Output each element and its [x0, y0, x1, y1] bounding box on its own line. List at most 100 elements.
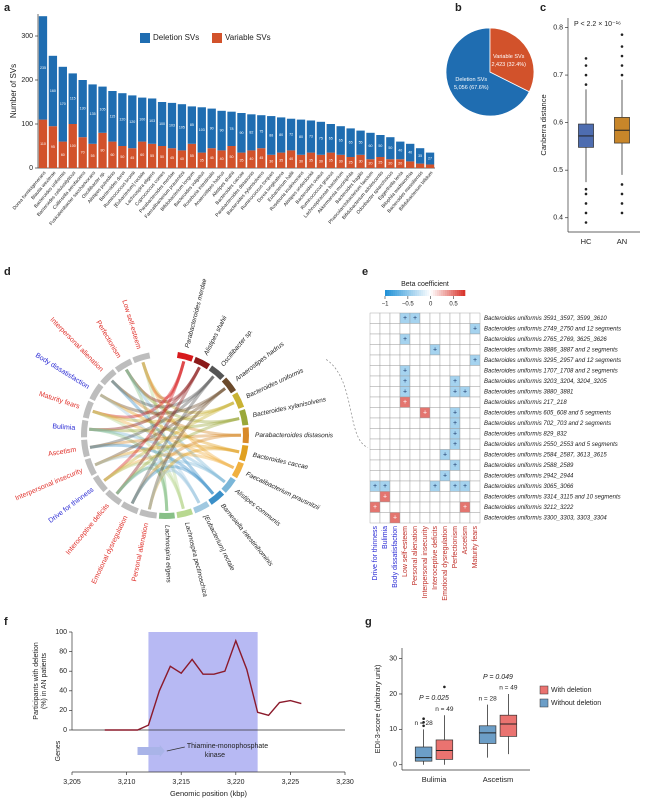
empty-cell — [419, 312, 431, 324]
bar-value-label: 20 — [388, 162, 392, 166]
colorbar-step — [435, 290, 438, 296]
empty-cell — [369, 491, 381, 503]
empty-cell — [419, 428, 431, 440]
empty-cell — [389, 333, 401, 345]
bar-value-label: 30 — [359, 159, 363, 163]
bar-segment — [177, 104, 187, 151]
empty-cell — [369, 354, 381, 366]
bar-segment — [276, 117, 286, 153]
y-tick-label: 10 — [389, 726, 397, 733]
trait-label: Drive for thinness — [48, 486, 96, 525]
empty-cell — [429, 428, 441, 440]
bar-value-label: 73 — [309, 134, 313, 138]
group-arc — [81, 439, 90, 458]
bar-value-label: 50 — [388, 146, 392, 150]
bar-segment — [386, 137, 395, 160]
empty-cell — [379, 470, 391, 482]
pie-slice — [489, 27, 535, 93]
empty-cell — [389, 470, 401, 482]
chord — [141, 361, 235, 415]
empty-cell — [389, 375, 401, 387]
flier — [620, 45, 624, 48]
row-label: Bacteroides uniformis 3212_3222 — [484, 505, 574, 511]
bar-value-label: 30 — [319, 159, 323, 163]
bar-segment — [286, 118, 296, 151]
y-tick-label: 60 — [59, 668, 67, 675]
empty-cell — [389, 438, 401, 450]
flier — [584, 187, 588, 191]
bar-segment — [48, 55, 58, 127]
bar-segment — [276, 152, 286, 168]
empty-cell — [469, 312, 481, 324]
empty-cell — [429, 417, 441, 429]
bar-value-label: 72 — [289, 133, 293, 137]
empty-cell — [459, 375, 471, 387]
bar-segment — [425, 164, 435, 168]
empty-cell — [459, 333, 471, 345]
bar-value-label: 82 — [249, 130, 253, 134]
bar-segment — [177, 150, 187, 168]
flier — [584, 57, 588, 60]
species-label: Oscillibacter sp. — [220, 328, 255, 368]
empty-cell — [379, 354, 391, 366]
bar-segment — [58, 66, 67, 142]
bar-value-label: 235 — [40, 66, 46, 70]
pie-slice — [445, 27, 530, 117]
bar-segment — [187, 143, 197, 168]
trait-label: Body dissatisfaction — [34, 352, 90, 391]
x-tick-label: 3,225 — [282, 779, 300, 786]
empty-cell — [469, 480, 481, 492]
bar-value-label: 75 — [319, 136, 323, 140]
colorbar-step — [451, 290, 454, 296]
colorbar-step — [449, 290, 452, 296]
flier — [584, 221, 588, 224]
significance-mark: + — [403, 378, 407, 385]
empty-cell — [409, 396, 421, 408]
bar-segment — [58, 141, 67, 168]
empty-cell — [409, 480, 421, 492]
empty-cell — [419, 396, 431, 408]
group-arc — [81, 419, 89, 438]
bar-segment — [346, 157, 355, 168]
empty-cell — [429, 491, 441, 503]
significance-mark: + — [453, 420, 457, 427]
empty-cell — [469, 428, 481, 440]
empty-cell — [429, 323, 441, 335]
empty-cell — [379, 333, 391, 345]
legend-swatch — [539, 685, 549, 695]
bar-value-label: 60 — [368, 144, 372, 148]
empty-cell — [379, 407, 391, 419]
empty-cell — [379, 417, 391, 429]
chord — [99, 387, 227, 415]
empty-cell — [369, 459, 381, 471]
bar-value-label: 110 — [40, 142, 46, 146]
bar-segment — [217, 150, 226, 168]
bar-value-label: 60 — [140, 153, 144, 157]
empty-cell — [439, 417, 451, 429]
colorbar-step — [399, 290, 402, 296]
significance-mark: + — [423, 410, 427, 417]
chord — [89, 427, 226, 484]
empty-cell — [459, 323, 471, 335]
colorbar-step — [427, 290, 430, 296]
empty-cell — [439, 438, 451, 450]
bar-value-label: 40 — [289, 157, 293, 161]
empty-cell — [409, 407, 421, 419]
bar-value-label: 60 — [61, 153, 65, 157]
empty-cell — [409, 449, 421, 461]
empty-cell — [369, 438, 381, 450]
chord — [92, 360, 186, 419]
colorbar-step — [391, 290, 394, 296]
bar-segment — [316, 121, 326, 155]
colorbar-step — [453, 290, 456, 296]
bar-segment — [415, 163, 425, 168]
p-value: P = 0.049 — [483, 674, 513, 681]
chord — [124, 368, 226, 484]
slice-value-label: 5,056 (67.6%) — [454, 85, 489, 91]
bar-segment — [257, 148, 266, 168]
bar-segment — [108, 141, 117, 168]
empty-cell — [429, 312, 441, 324]
group-arc — [176, 508, 193, 519]
flier — [620, 33, 624, 36]
